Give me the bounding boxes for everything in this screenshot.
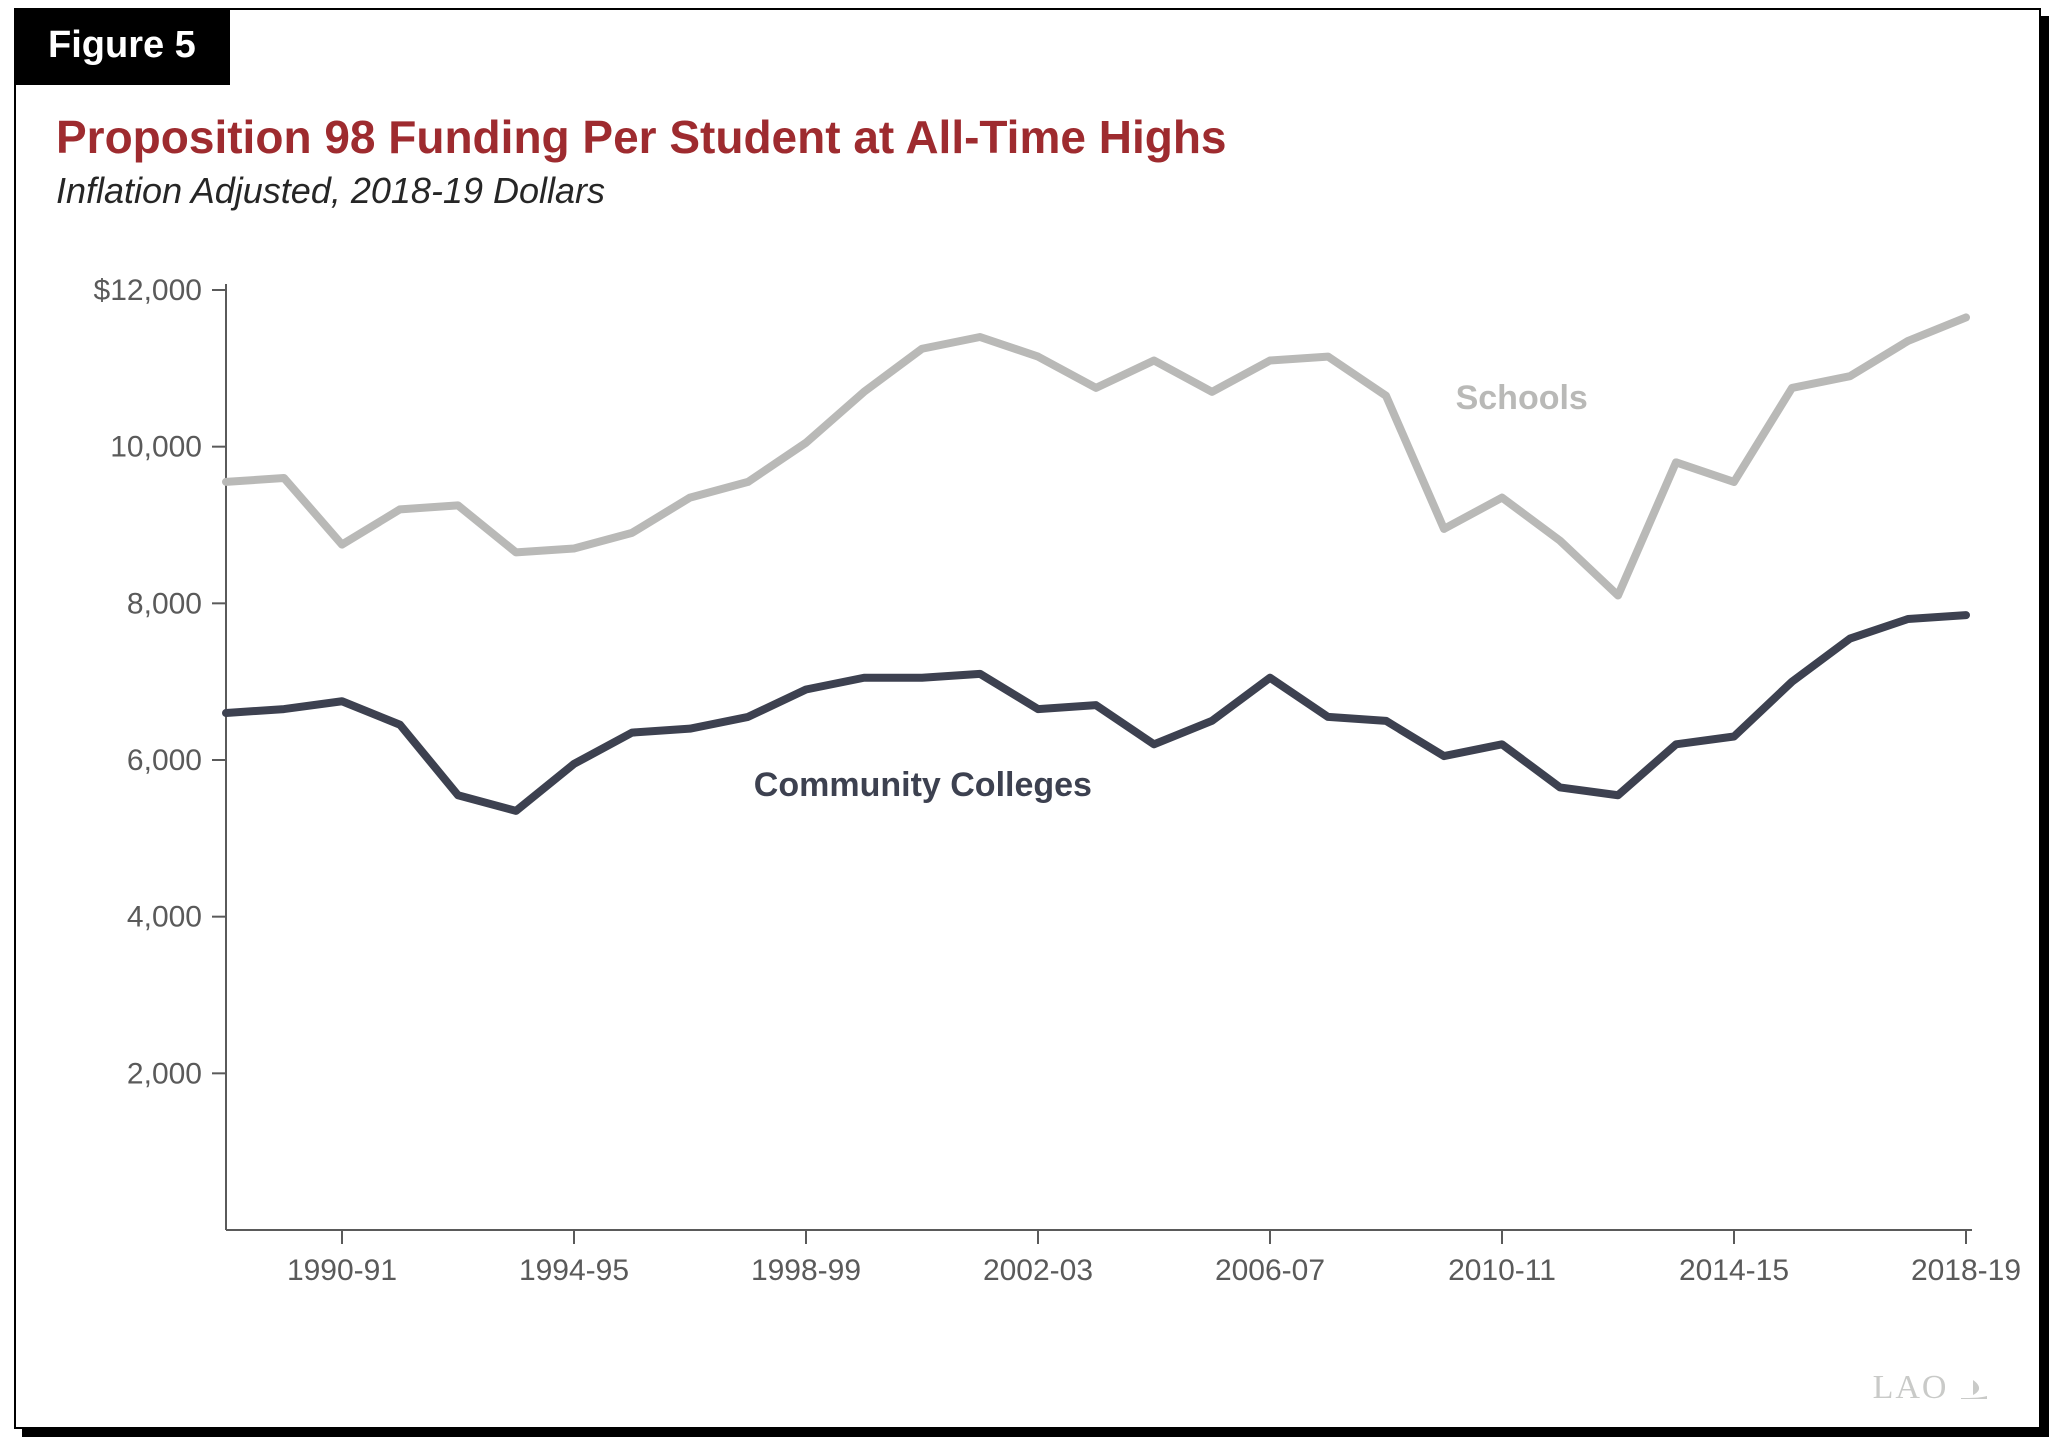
x-axis-tick-label: 1998-99 [751, 1254, 861, 1287]
figure-container: Figure 5 Proposition 98 Funding Per Stud… [0, 0, 2055, 1443]
figure-panel: Figure 5 Proposition 98 Funding Per Stud… [14, 8, 2041, 1429]
y-axis-tick-label: 4,000 [127, 901, 202, 934]
line-chart: 2,000 4,000 6,000 8,000 10,000 $12,000 1990-91… [16, 10, 2039, 1427]
lao-sail-icon [1959, 1378, 1989, 1400]
y-axis-tick-label: 2,000 [127, 1057, 202, 1090]
y-axis-tick-label: 6,000 [127, 744, 202, 777]
x-axis-tick-label: 2002-03 [983, 1254, 1093, 1287]
x-axis-tick-label: 1990-91 [287, 1254, 397, 1287]
x-axis-tick-label: 2006-07 [1215, 1254, 1325, 1287]
lao-watermark: LAO [1873, 1369, 1989, 1407]
y-axis-tick-label: 10,000 [110, 431, 202, 464]
series-line-community-colleges [226, 615, 1966, 811]
x-axis-tick-label: 2018-19 [1911, 1254, 2021, 1287]
x-axis-tick-label: 2010-11 [1448, 1254, 1556, 1287]
x-axis-tick-label: 2014-15 [1679, 1254, 1789, 1287]
y-axis-tick-label: 8,000 [127, 587, 202, 620]
series-line-schools [226, 317, 1966, 595]
watermark-text: LAO [1873, 1369, 1949, 1406]
x-axis-tick-label: 1994-95 [519, 1254, 629, 1287]
y-axis-tick-label: $12,000 [94, 274, 202, 307]
